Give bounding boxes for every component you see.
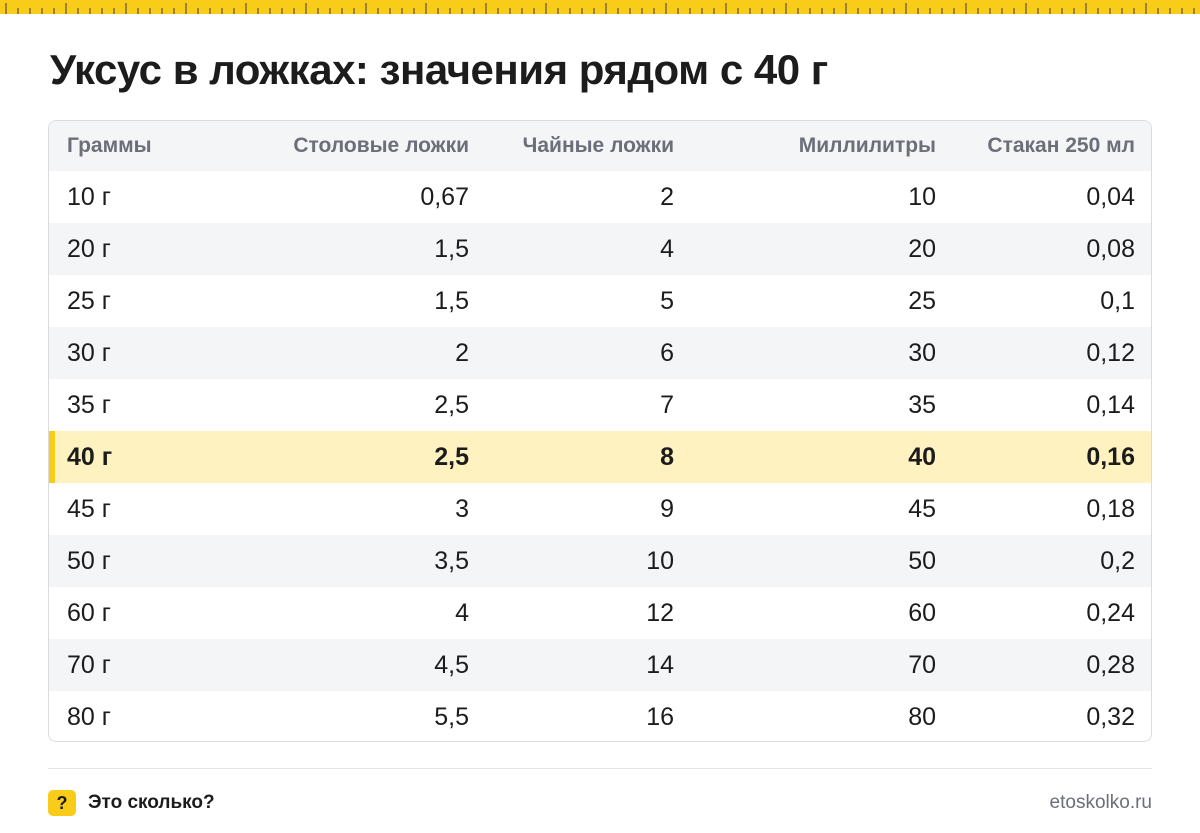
cell-tablespoons: 3,5 xyxy=(434,546,469,575)
cell-teaspoons: 5 xyxy=(660,286,674,315)
cell-grams: 80 г xyxy=(67,702,111,731)
cell-teaspoons: 2 xyxy=(660,182,674,211)
cell-tablespoons: 1,5 xyxy=(434,286,469,315)
cell-glass: 0,2 xyxy=(1100,546,1135,575)
cell-milliliters: 40 xyxy=(908,442,936,471)
table-row: 20 г 1,5 4 20 0,08 xyxy=(49,223,1151,275)
cell-teaspoons: 7 xyxy=(660,390,674,419)
cell-teaspoons: 14 xyxy=(646,650,674,679)
cell-tablespoons: 5,5 xyxy=(434,702,469,731)
cell-teaspoons: 16 xyxy=(646,702,674,731)
column-header-tablespoons: Столовые ложки xyxy=(293,134,469,157)
cell-glass: 0,28 xyxy=(1086,650,1135,679)
cell-grams: 40 г xyxy=(49,431,261,483)
table-row: 60 г 4 12 60 0,24 xyxy=(49,587,1151,639)
cell-grams: 10 г xyxy=(67,182,111,211)
cell-grams: 25 г xyxy=(67,286,111,315)
cell-tablespoons: 2 xyxy=(455,338,469,367)
ruler-ticks xyxy=(5,3,1195,14)
cell-tablespoons: 0,67 xyxy=(420,182,469,211)
brand-name: Это сколько? xyxy=(88,792,215,813)
cell-tablespoons: 4,5 xyxy=(434,650,469,679)
cell-grams: 70 г xyxy=(67,650,111,679)
cell-teaspoons: 6 xyxy=(660,338,674,367)
cell-glass: 0,04 xyxy=(1086,182,1135,211)
cell-milliliters: 10 xyxy=(908,182,936,211)
column-header-teaspoons: Чайные ложки xyxy=(522,134,674,157)
cell-teaspoons: 8 xyxy=(660,442,674,471)
table-row-highlighted: 40 г 2,5 8 40 0,16 xyxy=(49,431,1151,483)
cell-milliliters: 30 xyxy=(908,338,936,367)
cell-tablespoons: 2,5 xyxy=(434,442,469,471)
column-header-milliliters: Миллилитры xyxy=(798,134,936,157)
cell-glass: 0,16 xyxy=(1086,442,1135,471)
cell-grams: 60 г xyxy=(67,598,111,627)
cell-glass: 0,32 xyxy=(1086,702,1135,731)
cell-glass: 0,24 xyxy=(1086,598,1135,627)
cell-milliliters: 50 xyxy=(908,546,936,575)
table-row: 25 г 1,5 5 25 0,1 xyxy=(49,275,1151,327)
question-mark-icon: ? xyxy=(48,790,76,816)
cell-grams: 45 г xyxy=(67,494,111,523)
cell-milliliters: 45 xyxy=(908,494,936,523)
cell-glass: 0,12 xyxy=(1086,338,1135,367)
table-row: 45 г 3 9 45 0,18 xyxy=(49,483,1151,535)
cell-grams: 35 г xyxy=(67,390,111,419)
cell-glass: 0,14 xyxy=(1086,390,1135,419)
cell-grams: 30 г xyxy=(67,338,111,367)
cell-grams: 50 г xyxy=(67,546,111,575)
table-row: 70 г 4,5 14 70 0,28 xyxy=(49,639,1151,691)
site-link[interactable]: etoskolko.ru xyxy=(1049,792,1152,813)
table-row: 80 г 5,5 16 80 0,32 xyxy=(49,691,1151,741)
cell-milliliters: 80 xyxy=(908,702,936,731)
cell-tablespoons: 2,5 xyxy=(434,390,469,419)
table-body: 10 г 0,67 2 10 0,04 20 г 1,5 4 20 0,08 25 г 1,5 5 25 0… xyxy=(49,171,1151,741)
column-header-glass: Стакан 250 мл xyxy=(987,134,1135,157)
cell-teaspoons: 9 xyxy=(660,494,674,523)
cell-glass: 0,1 xyxy=(1100,286,1135,315)
cell-teaspoons: 4 xyxy=(660,234,674,263)
cell-tablespoons: 3 xyxy=(455,494,469,523)
table-row: 35 г 2,5 7 35 0,14 xyxy=(49,379,1151,431)
cell-glass: 0,18 xyxy=(1086,494,1135,523)
table-row: 50 г 3,5 10 50 0,2 xyxy=(49,535,1151,587)
cell-teaspoons: 12 xyxy=(646,598,674,627)
cell-teaspoons: 10 xyxy=(646,546,674,575)
cell-milliliters: 70 xyxy=(908,650,936,679)
cell-milliliters: 25 xyxy=(908,286,936,315)
ruler-decoration xyxy=(0,0,1200,14)
page-title: Уксус в ложках: значения рядом с 40 г xyxy=(50,46,828,93)
cell-milliliters: 20 xyxy=(908,234,936,263)
cell-tablespoons: 4 xyxy=(455,598,469,627)
cell-milliliters: 60 xyxy=(908,598,936,627)
cell-glass: 0,08 xyxy=(1086,234,1135,263)
footer-divider xyxy=(48,768,1152,769)
table-header-row: Граммы Столовые ложки Чайные ложки Милли… xyxy=(49,121,1151,171)
column-header-grams: Граммы xyxy=(67,134,152,157)
cell-grams: 20 г xyxy=(67,234,111,263)
cell-milliliters: 35 xyxy=(908,390,936,419)
conversion-table: Граммы Столовые ложки Чайные ложки Милли… xyxy=(48,120,1152,742)
table-row: 30 г 2 6 30 0,12 xyxy=(49,327,1151,379)
table-row: 10 г 0,67 2 10 0,04 xyxy=(49,171,1151,223)
cell-tablespoons: 1,5 xyxy=(434,234,469,263)
